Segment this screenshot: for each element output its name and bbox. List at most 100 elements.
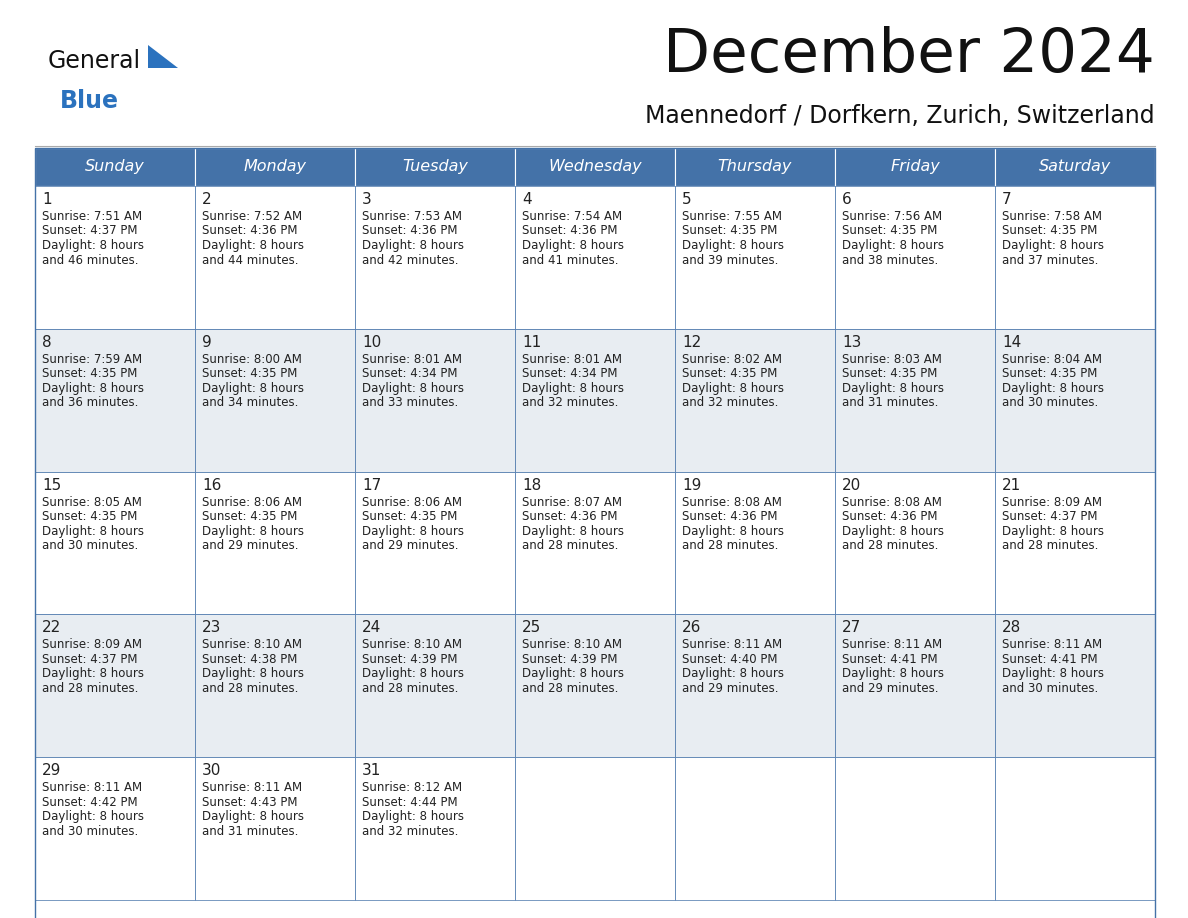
Text: Daylight: 8 hours: Daylight: 8 hours bbox=[202, 667, 304, 680]
Text: 25: 25 bbox=[522, 621, 542, 635]
Text: Daylight: 8 hours: Daylight: 8 hours bbox=[42, 382, 144, 395]
Text: Sunset: 4:39 PM: Sunset: 4:39 PM bbox=[522, 653, 618, 666]
Text: Sunrise: 8:12 AM: Sunrise: 8:12 AM bbox=[362, 781, 462, 794]
Text: Sunset: 4:35 PM: Sunset: 4:35 PM bbox=[682, 225, 777, 238]
Polygon shape bbox=[148, 45, 178, 68]
Text: Sunset: 4:41 PM: Sunset: 4:41 PM bbox=[842, 653, 937, 666]
Text: Sunset: 4:39 PM: Sunset: 4:39 PM bbox=[362, 653, 457, 666]
Text: and 39 minutes.: and 39 minutes. bbox=[682, 253, 778, 266]
Text: Daylight: 8 hours: Daylight: 8 hours bbox=[202, 382, 304, 395]
Text: Daylight: 8 hours: Daylight: 8 hours bbox=[42, 524, 144, 538]
Bar bbox=[34, 186, 195, 329]
Bar bbox=[996, 757, 1155, 900]
Text: Daylight: 8 hours: Daylight: 8 hours bbox=[202, 524, 304, 538]
Text: 2: 2 bbox=[202, 192, 211, 207]
Text: Daylight: 8 hours: Daylight: 8 hours bbox=[362, 811, 465, 823]
Text: Daylight: 8 hours: Daylight: 8 hours bbox=[362, 667, 465, 680]
Text: Sunrise: 7:55 AM: Sunrise: 7:55 AM bbox=[682, 210, 782, 223]
Text: and 28 minutes.: and 28 minutes. bbox=[202, 682, 298, 695]
Text: and 42 minutes.: and 42 minutes. bbox=[362, 253, 459, 266]
Text: Daylight: 8 hours: Daylight: 8 hours bbox=[1001, 382, 1104, 395]
Text: and 41 minutes.: and 41 minutes. bbox=[522, 253, 619, 266]
Text: Sunset: 4:36 PM: Sunset: 4:36 PM bbox=[202, 225, 297, 238]
Text: and 30 minutes.: and 30 minutes. bbox=[42, 824, 138, 838]
Text: Sunset: 4:35 PM: Sunset: 4:35 PM bbox=[42, 510, 138, 523]
Text: Sunset: 4:34 PM: Sunset: 4:34 PM bbox=[522, 367, 618, 380]
Bar bbox=[516, 757, 675, 900]
Text: Sunset: 4:44 PM: Sunset: 4:44 PM bbox=[362, 796, 457, 809]
Text: Sunrise: 8:10 AM: Sunrise: 8:10 AM bbox=[522, 638, 623, 652]
Bar bbox=[355, 186, 516, 329]
Bar bbox=[835, 186, 996, 329]
Text: Sunset: 4:42 PM: Sunset: 4:42 PM bbox=[42, 796, 138, 809]
Bar bbox=[34, 148, 1155, 918]
Bar bbox=[516, 472, 675, 614]
Text: 28: 28 bbox=[1001, 621, 1022, 635]
Text: Sunrise: 8:11 AM: Sunrise: 8:11 AM bbox=[842, 638, 942, 652]
Bar bbox=[516, 329, 675, 472]
Text: Sunrise: 8:02 AM: Sunrise: 8:02 AM bbox=[682, 353, 782, 365]
Bar bbox=[675, 148, 835, 186]
Text: 16: 16 bbox=[202, 477, 221, 493]
Text: Daylight: 8 hours: Daylight: 8 hours bbox=[362, 524, 465, 538]
Text: Daylight: 8 hours: Daylight: 8 hours bbox=[842, 667, 944, 680]
Text: Sunrise: 8:08 AM: Sunrise: 8:08 AM bbox=[842, 496, 942, 509]
Bar bbox=[195, 329, 355, 472]
Text: 27: 27 bbox=[842, 621, 861, 635]
Bar bbox=[516, 614, 675, 757]
Text: Friday: Friday bbox=[890, 160, 940, 174]
Bar bbox=[675, 329, 835, 472]
Text: Sunrise: 8:10 AM: Sunrise: 8:10 AM bbox=[362, 638, 462, 652]
Text: and 29 minutes.: and 29 minutes. bbox=[202, 539, 298, 552]
Text: Daylight: 8 hours: Daylight: 8 hours bbox=[842, 524, 944, 538]
Text: and 28 minutes.: and 28 minutes. bbox=[522, 539, 619, 552]
Text: Sunset: 4:35 PM: Sunset: 4:35 PM bbox=[202, 367, 297, 380]
Text: and 36 minutes.: and 36 minutes. bbox=[42, 397, 138, 409]
Text: Sunrise: 8:04 AM: Sunrise: 8:04 AM bbox=[1001, 353, 1102, 365]
Text: and 29 minutes.: and 29 minutes. bbox=[682, 682, 778, 695]
Text: and 32 minutes.: and 32 minutes. bbox=[522, 397, 619, 409]
Text: Sunrise: 8:07 AM: Sunrise: 8:07 AM bbox=[522, 496, 623, 509]
Text: Daylight: 8 hours: Daylight: 8 hours bbox=[42, 667, 144, 680]
Text: Daylight: 8 hours: Daylight: 8 hours bbox=[42, 811, 144, 823]
Text: and 28 minutes.: and 28 minutes. bbox=[1001, 539, 1099, 552]
Text: Sunrise: 8:01 AM: Sunrise: 8:01 AM bbox=[362, 353, 462, 365]
Text: Daylight: 8 hours: Daylight: 8 hours bbox=[522, 382, 624, 395]
Text: Daylight: 8 hours: Daylight: 8 hours bbox=[682, 239, 784, 252]
Text: 1: 1 bbox=[42, 192, 51, 207]
Bar bbox=[34, 148, 195, 186]
Text: Sunrise: 7:53 AM: Sunrise: 7:53 AM bbox=[362, 210, 462, 223]
Text: Daylight: 8 hours: Daylight: 8 hours bbox=[842, 382, 944, 395]
Bar bbox=[835, 614, 996, 757]
Text: Sunrise: 8:06 AM: Sunrise: 8:06 AM bbox=[362, 496, 462, 509]
Text: 31: 31 bbox=[362, 763, 381, 778]
Text: Sunrise: 8:11 AM: Sunrise: 8:11 AM bbox=[1001, 638, 1102, 652]
Text: Sunset: 4:36 PM: Sunset: 4:36 PM bbox=[522, 510, 618, 523]
Text: Sunset: 4:41 PM: Sunset: 4:41 PM bbox=[1001, 653, 1098, 666]
Text: and 38 minutes.: and 38 minutes. bbox=[842, 253, 939, 266]
Text: 19: 19 bbox=[682, 477, 701, 493]
Text: Sunset: 4:36 PM: Sunset: 4:36 PM bbox=[842, 510, 937, 523]
Text: Sunrise: 8:11 AM: Sunrise: 8:11 AM bbox=[202, 781, 302, 794]
Text: Daylight: 8 hours: Daylight: 8 hours bbox=[1001, 239, 1104, 252]
Bar bbox=[195, 186, 355, 329]
Bar bbox=[195, 757, 355, 900]
Text: Daylight: 8 hours: Daylight: 8 hours bbox=[682, 524, 784, 538]
Text: and 32 minutes.: and 32 minutes. bbox=[362, 824, 459, 838]
Text: 10: 10 bbox=[362, 335, 381, 350]
Text: Sunrise: 8:05 AM: Sunrise: 8:05 AM bbox=[42, 496, 141, 509]
Text: 4: 4 bbox=[522, 192, 531, 207]
Text: Sunrise: 7:59 AM: Sunrise: 7:59 AM bbox=[42, 353, 143, 365]
Bar bbox=[835, 148, 996, 186]
Text: 15: 15 bbox=[42, 477, 62, 493]
Text: Sunrise: 8:03 AM: Sunrise: 8:03 AM bbox=[842, 353, 942, 365]
Text: Sunset: 4:35 PM: Sunset: 4:35 PM bbox=[42, 367, 138, 380]
Bar bbox=[34, 472, 195, 614]
Text: Sunset: 4:34 PM: Sunset: 4:34 PM bbox=[362, 367, 457, 380]
Text: Daylight: 8 hours: Daylight: 8 hours bbox=[1001, 667, 1104, 680]
Bar bbox=[355, 472, 516, 614]
Bar bbox=[516, 148, 675, 186]
Text: 14: 14 bbox=[1001, 335, 1022, 350]
Text: and 29 minutes.: and 29 minutes. bbox=[362, 539, 459, 552]
Text: 21: 21 bbox=[1001, 477, 1022, 493]
